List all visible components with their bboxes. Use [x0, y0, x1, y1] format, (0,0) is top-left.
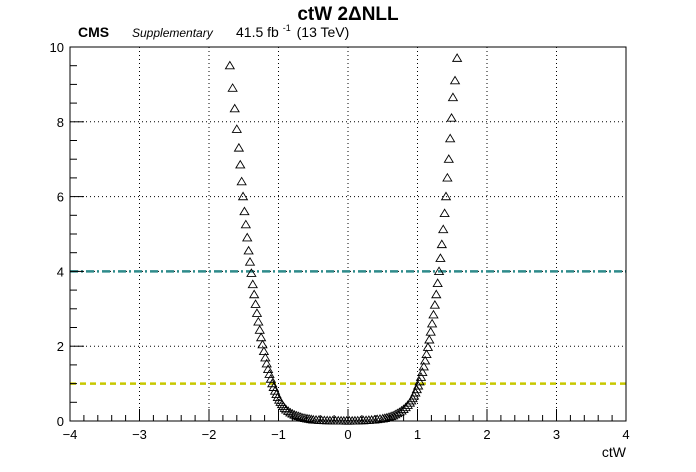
data-point — [242, 232, 253, 242]
data-point — [231, 124, 242, 133]
supplementary-label: Supplementary — [132, 26, 214, 40]
data-point — [440, 191, 452, 201]
data-point — [243, 245, 254, 255]
data-point — [236, 176, 247, 186]
data-point — [451, 53, 463, 62]
data-point — [429, 299, 441, 309]
x-tick-label: −2 — [202, 427, 217, 442]
data-point — [255, 332, 267, 342]
x-tick-label: 2 — [483, 427, 490, 442]
x-tick-label: 3 — [553, 427, 560, 442]
data-point — [227, 83, 238, 92]
x-tick-label: −1 — [271, 427, 286, 442]
y-tick-label: 8 — [57, 115, 64, 130]
y-tick-label: 10 — [50, 40, 64, 55]
data-point — [293, 411, 304, 421]
data-point — [289, 409, 300, 419]
data-point — [285, 407, 296, 417]
x-tick-label: 4 — [622, 427, 629, 442]
y-tick-label: 0 — [57, 414, 64, 429]
data-point — [435, 253, 446, 262]
data-point — [418, 361, 429, 371]
data-point — [439, 208, 450, 218]
data-point — [432, 278, 443, 287]
data-point — [251, 308, 263, 317]
x-tick-label: −4 — [63, 427, 78, 442]
data-point — [254, 325, 265, 334]
energy-label: (13 TeV) — [297, 24, 350, 40]
data-point — [280, 404, 292, 414]
data-points — [224, 53, 463, 425]
data-point — [446, 112, 457, 122]
lumi-label: 41.5 fb -1 (13 TeV) — [236, 18, 349, 40]
data-point — [442, 172, 453, 182]
grid — [70, 47, 626, 421]
data-point — [247, 279, 258, 289]
data-point — [436, 239, 448, 249]
x-tick-label: −3 — [132, 427, 147, 442]
data-point — [424, 334, 435, 344]
data-point — [283, 406, 294, 415]
reference-lines — [70, 270, 626, 385]
axes: −4 −3 −2 −1 0 1 2 3 4 0 2 4 6 8 10 — [50, 40, 630, 442]
data-point — [258, 346, 270, 356]
data-point — [244, 256, 256, 266]
data-point — [407, 393, 418, 403]
data-point — [428, 309, 439, 319]
data-point — [250, 299, 261, 308]
data-point — [274, 394, 285, 404]
data-point — [414, 376, 425, 386]
y-tick-label: 4 — [57, 264, 64, 279]
y-tick-label: 6 — [57, 190, 64, 205]
data-point — [421, 349, 432, 359]
data-point — [268, 382, 279, 391]
data-point — [267, 378, 278, 388]
data-point — [438, 224, 449, 234]
data-point — [233, 142, 245, 152]
x-tick-label: 1 — [414, 427, 421, 442]
data-point — [443, 154, 454, 163]
y-tick-label: 2 — [57, 339, 64, 354]
data-point — [248, 289, 260, 299]
data-point — [449, 75, 461, 85]
lumi-value: 41.5 fb — [236, 24, 279, 40]
data-point — [415, 372, 427, 381]
data-point — [447, 92, 459, 102]
data-point — [257, 339, 268, 349]
data-point — [444, 133, 456, 143]
data-point — [229, 103, 240, 113]
data-point — [224, 60, 236, 70]
data-point — [433, 266, 445, 275]
data-point — [422, 342, 434, 351]
data-point — [379, 413, 391, 422]
x-tick-label: 0 — [344, 427, 351, 442]
data-point — [425, 326, 436, 336]
data-point — [235, 159, 246, 169]
data-point — [291, 410, 302, 420]
lumi-exponent: -1 — [283, 23, 291, 33]
data-point — [260, 352, 271, 362]
data-point — [400, 402, 411, 412]
data-point — [419, 355, 431, 365]
data-point — [402, 400, 413, 409]
data-point — [269, 386, 281, 395]
data-point — [431, 289, 442, 299]
data-point — [417, 367, 428, 376]
cms-label: CMS — [78, 24, 109, 40]
data-point — [239, 206, 250, 216]
data-point — [240, 219, 252, 229]
data-point — [426, 318, 438, 328]
data-point — [246, 268, 257, 277]
chart-title: ctW 2ΔNLL — [297, 4, 399, 25]
data-point — [264, 369, 275, 378]
data-point — [394, 407, 405, 416]
x-axis-label: ctW — [602, 444, 627, 460]
data-point — [253, 316, 264, 326]
data-point — [237, 191, 249, 201]
